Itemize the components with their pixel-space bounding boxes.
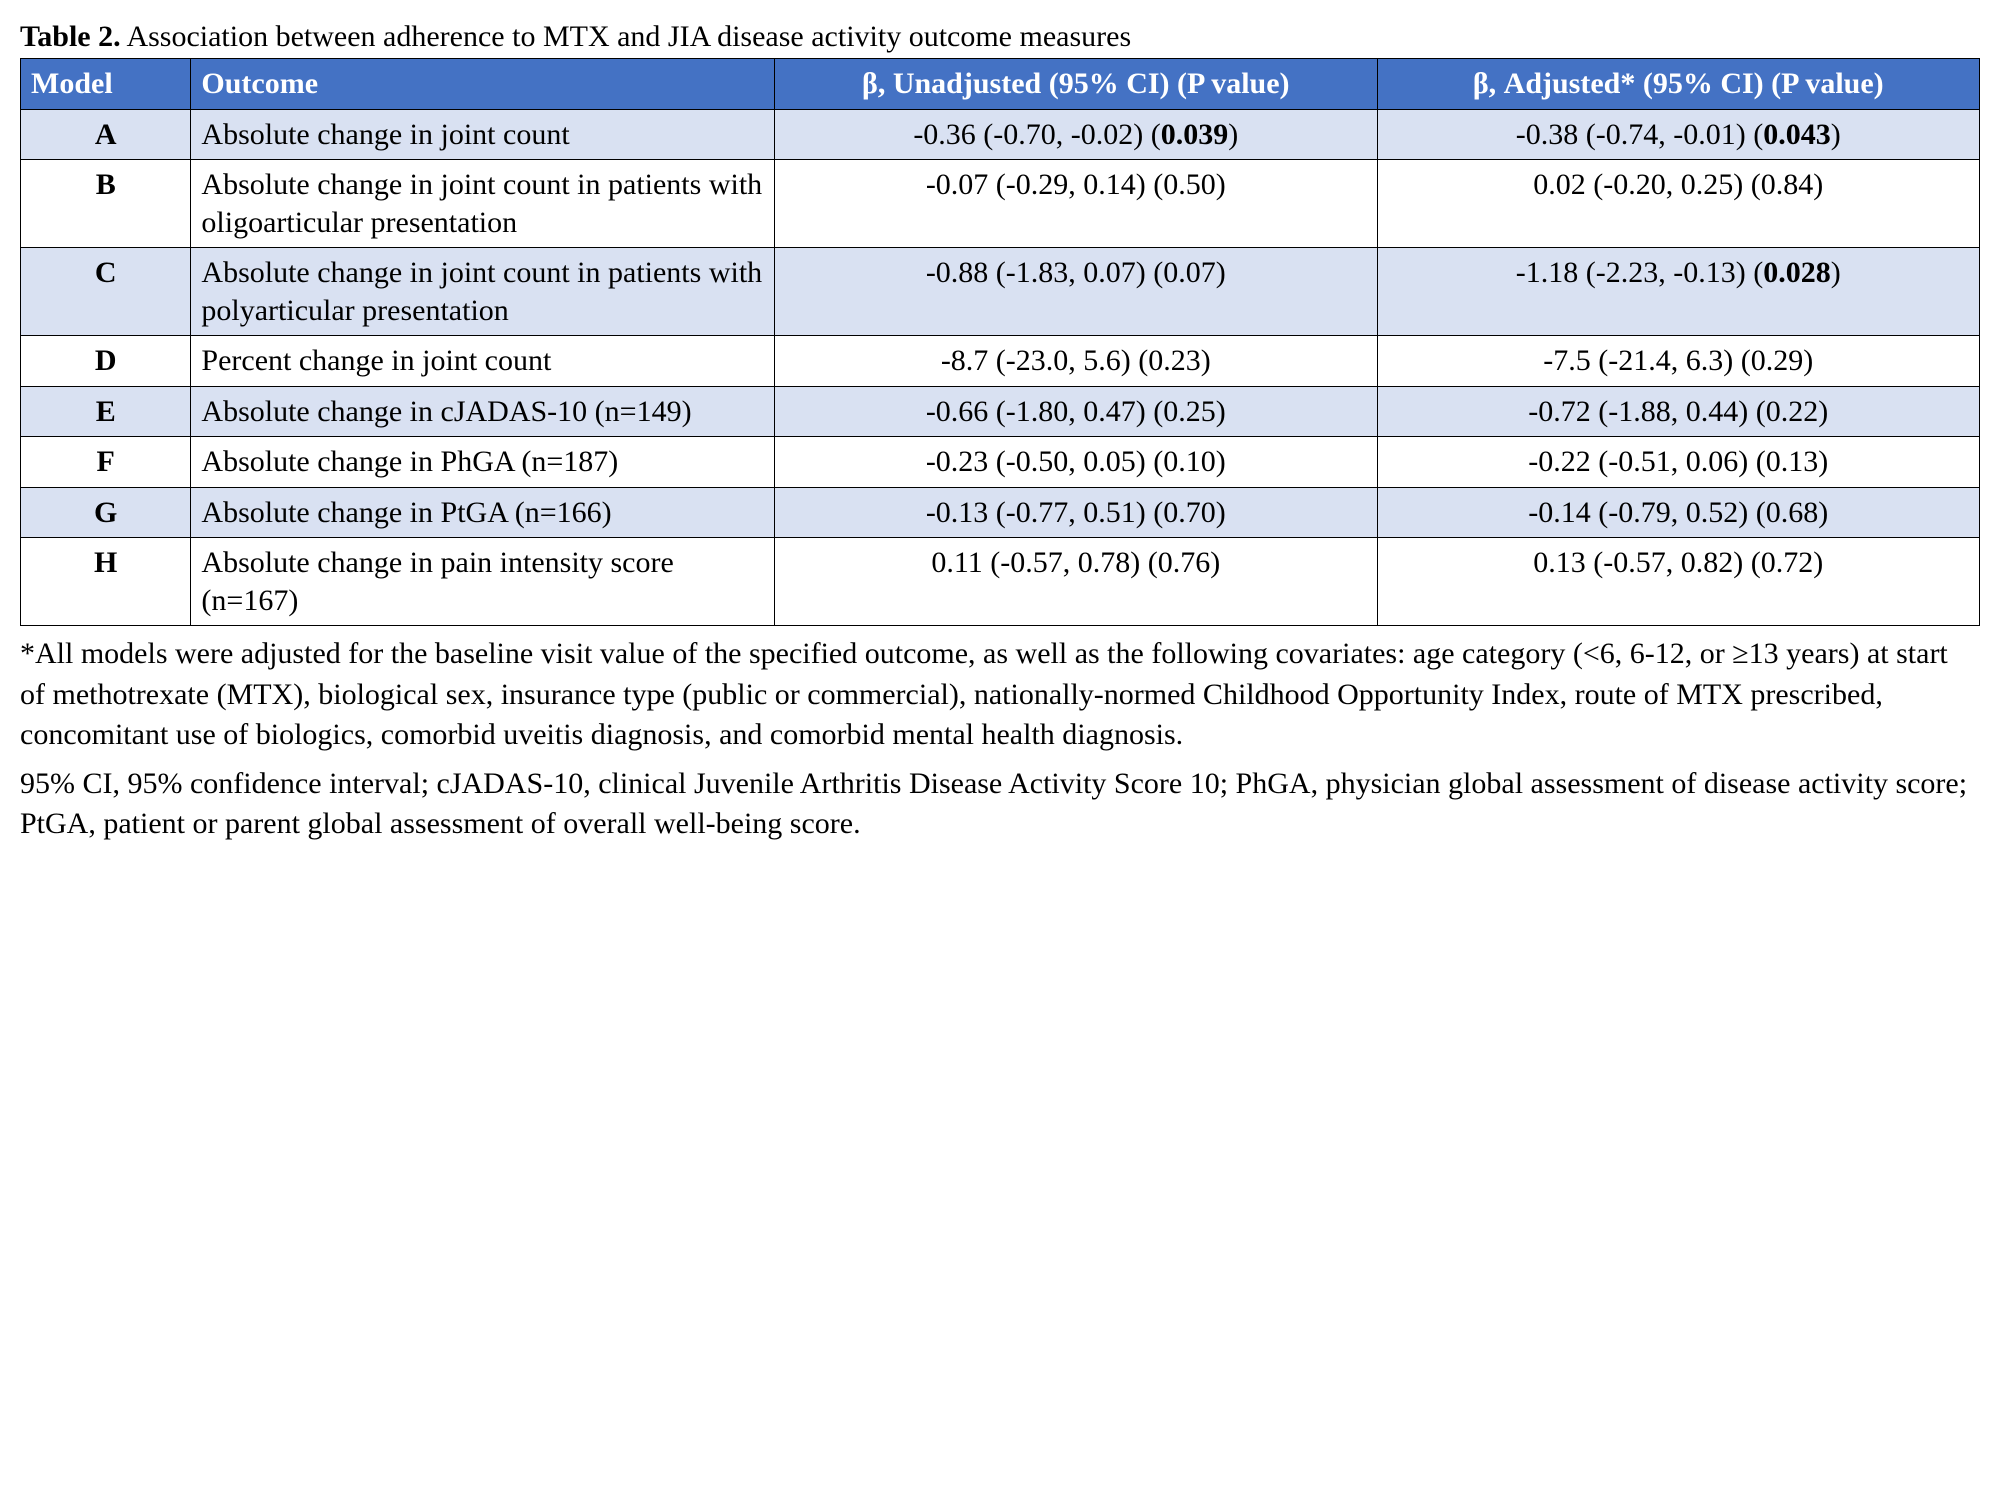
table-row: BAbsolute change in joint count in patie… — [21, 160, 1980, 248]
table-row: CAbsolute change in joint count in patie… — [21, 248, 1980, 336]
cell-adjusted: 0.02 (-0.20, 0.25) (0.84) — [1377, 160, 1979, 248]
header-row: Model Outcome β, Unadjusted (95% CI) (P … — [21, 59, 1980, 110]
cell-adjusted: -7.5 (-21.4, 6.3) (0.29) — [1377, 336, 1979, 387]
cell-outcome: Absolute change in joint count — [191, 109, 775, 160]
cell-unadjusted: -0.07 (-0.29, 0.14) (0.50) — [775, 160, 1377, 248]
table-row: DPercent change in joint count-8.7 (-23.… — [21, 336, 1980, 387]
table-row: GAbsolute change in PtGA (n=166)-0.13 (-… — [21, 487, 1980, 538]
footnote-abbrev: 95% CI, 95% confidence interval; cJADAS-… — [20, 764, 1980, 845]
cell-unadjusted: 0.11 (-0.57, 0.78) (0.76) — [775, 538, 1377, 626]
cell-outcome: Absolute change in PhGA (n=187) — [191, 437, 775, 488]
cell-unadjusted: -0.13 (-0.77, 0.51) (0.70) — [775, 487, 1377, 538]
cell-outcome: Absolute change in PtGA (n=166) — [191, 487, 775, 538]
cell-model: H — [21, 538, 191, 626]
cell-adjusted: -0.22 (-0.51, 0.06) (0.13) — [1377, 437, 1979, 488]
col-model: Model — [21, 59, 191, 110]
table-row: FAbsolute change in PhGA (n=187)-0.23 (-… — [21, 437, 1980, 488]
col-unadjusted: β, Unadjusted (95% CI) (P value) — [775, 59, 1377, 110]
cell-outcome: Absolute change in joint count in patien… — [191, 160, 775, 248]
table-row: AAbsolute change in joint count-0.36 (-0… — [21, 109, 1980, 160]
cell-unadjusted: -0.88 (-1.83, 0.07) (0.07) — [775, 248, 1377, 336]
cell-adjusted: -1.18 (-2.23, -0.13) (0.028) — [1377, 248, 1979, 336]
cell-model: D — [21, 336, 191, 387]
caption-text: Association between adherence to MTX and… — [121, 20, 1132, 53]
cell-model: E — [21, 386, 191, 437]
cell-outcome: Absolute change in cJADAS-10 (n=149) — [191, 386, 775, 437]
cell-model: A — [21, 109, 191, 160]
cell-outcome: Absolute change in pain intensity score … — [191, 538, 775, 626]
cell-adjusted: -0.14 (-0.79, 0.52) (0.68) — [1377, 487, 1979, 538]
caption-label: Table 2. — [20, 20, 121, 53]
cell-model: G — [21, 487, 191, 538]
cell-unadjusted: -0.66 (-1.80, 0.47) (0.25) — [775, 386, 1377, 437]
cell-outcome: Absolute change in joint count in patien… — [191, 248, 775, 336]
cell-model: F — [21, 437, 191, 488]
cell-adjusted: 0.13 (-0.57, 0.82) (0.72) — [1377, 538, 1979, 626]
col-adjusted: β, Adjusted* (95% CI) (P value) — [1377, 59, 1979, 110]
table-row: EAbsolute change in cJADAS-10 (n=149)-0.… — [21, 386, 1980, 437]
cell-unadjusted: -8.7 (-23.0, 5.6) (0.23) — [775, 336, 1377, 387]
table-row: HAbsolute change in pain intensity score… — [21, 538, 1980, 626]
table-caption: Table 2. Association between adherence t… — [20, 20, 1980, 54]
cell-model: C — [21, 248, 191, 336]
results-table: Model Outcome β, Unadjusted (95% CI) (P … — [20, 58, 1980, 626]
footnote-adjustment: *All models were adjusted for the baseli… — [20, 634, 1980, 756]
cell-adjusted: -0.72 (-1.88, 0.44) (0.22) — [1377, 386, 1979, 437]
col-outcome: Outcome — [191, 59, 775, 110]
cell-adjusted: -0.38 (-0.74, -0.01) (0.043) — [1377, 109, 1979, 160]
cell-model: B — [21, 160, 191, 248]
cell-unadjusted: -0.23 (-0.50, 0.05) (0.10) — [775, 437, 1377, 488]
cell-unadjusted: -0.36 (-0.70, -0.02) (0.039) — [775, 109, 1377, 160]
cell-outcome: Percent change in joint count — [191, 336, 775, 387]
